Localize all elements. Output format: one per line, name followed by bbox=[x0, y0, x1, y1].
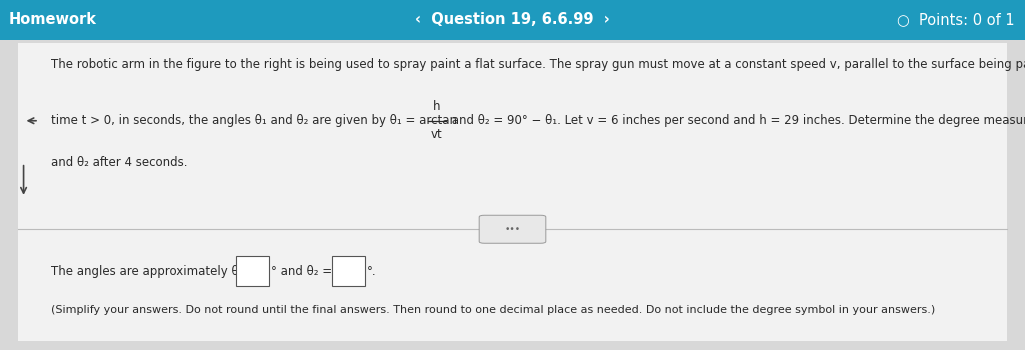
FancyBboxPatch shape bbox=[237, 256, 270, 286]
Text: vt: vt bbox=[430, 128, 442, 141]
FancyBboxPatch shape bbox=[332, 256, 365, 286]
FancyBboxPatch shape bbox=[18, 43, 1007, 341]
Text: and θ₂ after 4 seconds.: and θ₂ after 4 seconds. bbox=[51, 156, 188, 169]
FancyBboxPatch shape bbox=[0, 0, 1025, 40]
Text: The angles are approximately θ₁ =: The angles are approximately θ₁ = bbox=[51, 265, 261, 278]
Text: The robotic arm in the figure to the right is being used to spray paint a flat s: The robotic arm in the figure to the rig… bbox=[51, 58, 1025, 71]
Text: time t > 0, in seconds, the angles θ₁ and θ₂ are given by θ₁ = arctan: time t > 0, in seconds, the angles θ₁ an… bbox=[51, 114, 461, 127]
Text: h: h bbox=[433, 100, 440, 113]
FancyBboxPatch shape bbox=[479, 215, 545, 243]
Text: •••: ••• bbox=[504, 225, 521, 234]
Text: ‹  Question 19, 6.6.99  ›: ‹ Question 19, 6.6.99 › bbox=[415, 12, 610, 27]
Text: Homework: Homework bbox=[8, 12, 96, 27]
Text: ○  Points: 0 of 1: ○ Points: 0 of 1 bbox=[897, 12, 1015, 27]
Text: °.: °. bbox=[367, 265, 377, 278]
Text: ° and θ₂ =: ° and θ₂ = bbox=[271, 265, 336, 278]
Text: (Simplify your answers. Do not round until the final answers. Then round to one : (Simplify your answers. Do not round unt… bbox=[51, 305, 936, 315]
Text: and θ₂ = 90° − θ₁. Let v = 6 inches per second and h = 29 inches. Determine the : and θ₂ = 90° − θ₁. Let v = 6 inches per … bbox=[449, 114, 1025, 127]
